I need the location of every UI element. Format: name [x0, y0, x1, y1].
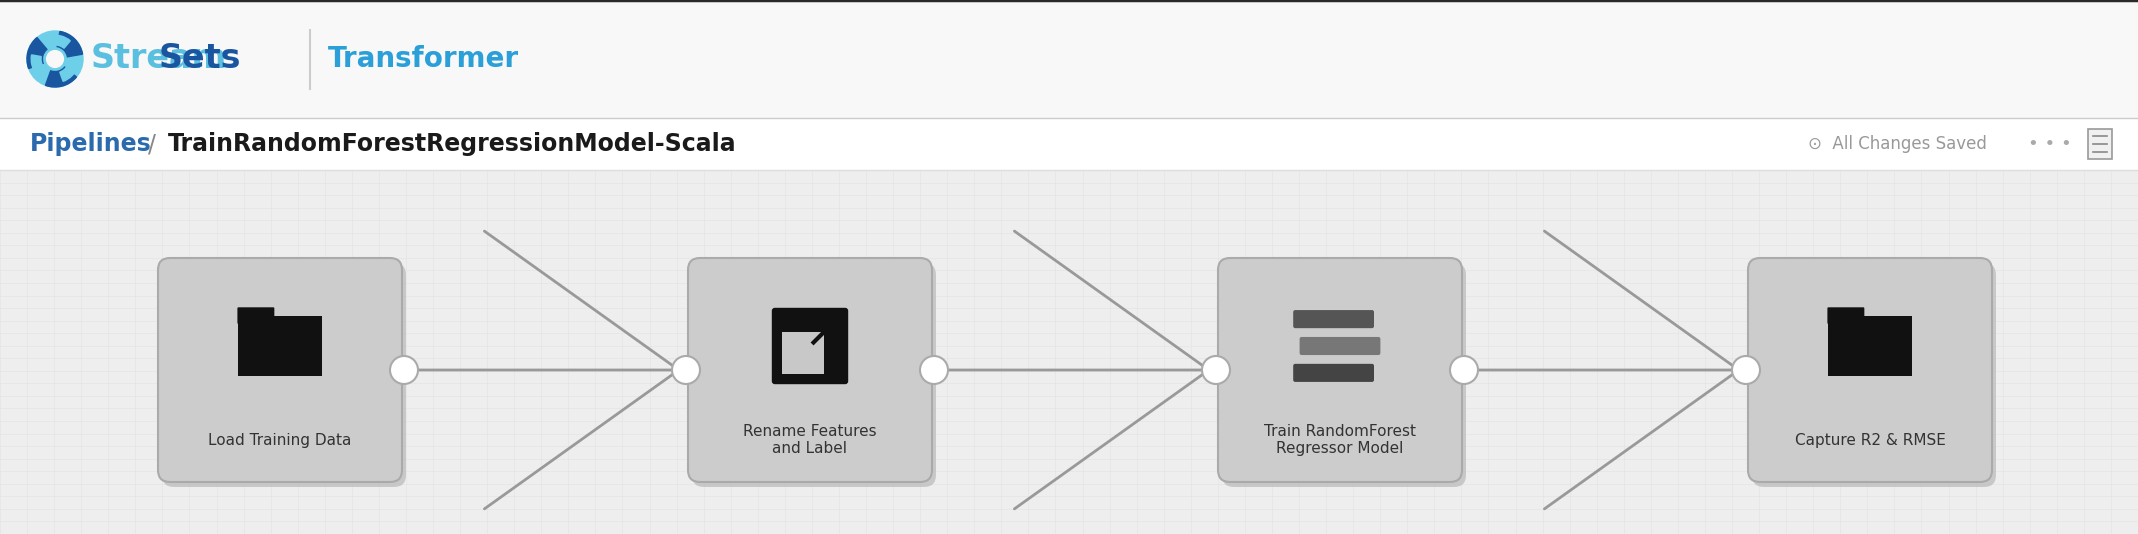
FancyBboxPatch shape	[772, 308, 849, 384]
Circle shape	[919, 356, 947, 384]
Circle shape	[28, 31, 83, 87]
Text: Pipelines: Pipelines	[30, 132, 152, 156]
Bar	[0, 118, 2138, 170]
Text: Train RandomForest
Regressor Model: Train RandomForest Regressor Model	[1264, 424, 1415, 456]
Text: TrainRandomForestRegressionModel-Scala: TrainRandomForestRegressionModel-Scala	[169, 132, 738, 156]
Bar	[783, 332, 823, 374]
Bar	[0, 170, 2138, 534]
Text: Sets: Sets	[158, 43, 242, 75]
Circle shape	[671, 356, 699, 384]
Text: ⊙  All Changes Saved: ⊙ All Changes Saved	[1809, 135, 1986, 153]
FancyBboxPatch shape	[1223, 263, 1467, 487]
Text: Load Training Data: Load Training Data	[207, 433, 351, 447]
Bar	[0, 0, 2138, 118]
Text: Stream: Stream	[92, 43, 227, 75]
Wedge shape	[58, 32, 83, 57]
FancyBboxPatch shape	[1293, 310, 1375, 328]
FancyBboxPatch shape	[2089, 129, 2112, 159]
Text: • • •: • • •	[2029, 135, 2072, 153]
FancyBboxPatch shape	[1219, 258, 1462, 482]
Text: Rename Features
and Label: Rename Features and Label	[744, 424, 877, 456]
FancyBboxPatch shape	[693, 263, 936, 487]
Circle shape	[1732, 356, 1760, 384]
FancyBboxPatch shape	[1293, 364, 1375, 382]
Bar	[239, 316, 321, 376]
Bar	[1828, 316, 1911, 376]
FancyBboxPatch shape	[1828, 307, 1864, 324]
Text: Transformer: Transformer	[327, 45, 520, 73]
Circle shape	[1450, 356, 1477, 384]
FancyBboxPatch shape	[158, 258, 402, 482]
FancyBboxPatch shape	[162, 263, 406, 487]
Wedge shape	[45, 67, 77, 87]
Text: /: /	[148, 132, 156, 156]
Wedge shape	[51, 35, 71, 48]
Wedge shape	[32, 55, 45, 74]
Circle shape	[1202, 356, 1229, 384]
FancyBboxPatch shape	[1749, 258, 1993, 482]
FancyBboxPatch shape	[1751, 263, 1997, 487]
FancyBboxPatch shape	[237, 307, 274, 324]
FancyBboxPatch shape	[1300, 337, 1381, 355]
Circle shape	[389, 356, 419, 384]
Wedge shape	[60, 64, 77, 81]
FancyBboxPatch shape	[688, 258, 932, 482]
Text: Capture R2 & RMSE: Capture R2 & RMSE	[1794, 433, 1946, 447]
Circle shape	[47, 51, 64, 67]
Wedge shape	[28, 37, 47, 68]
